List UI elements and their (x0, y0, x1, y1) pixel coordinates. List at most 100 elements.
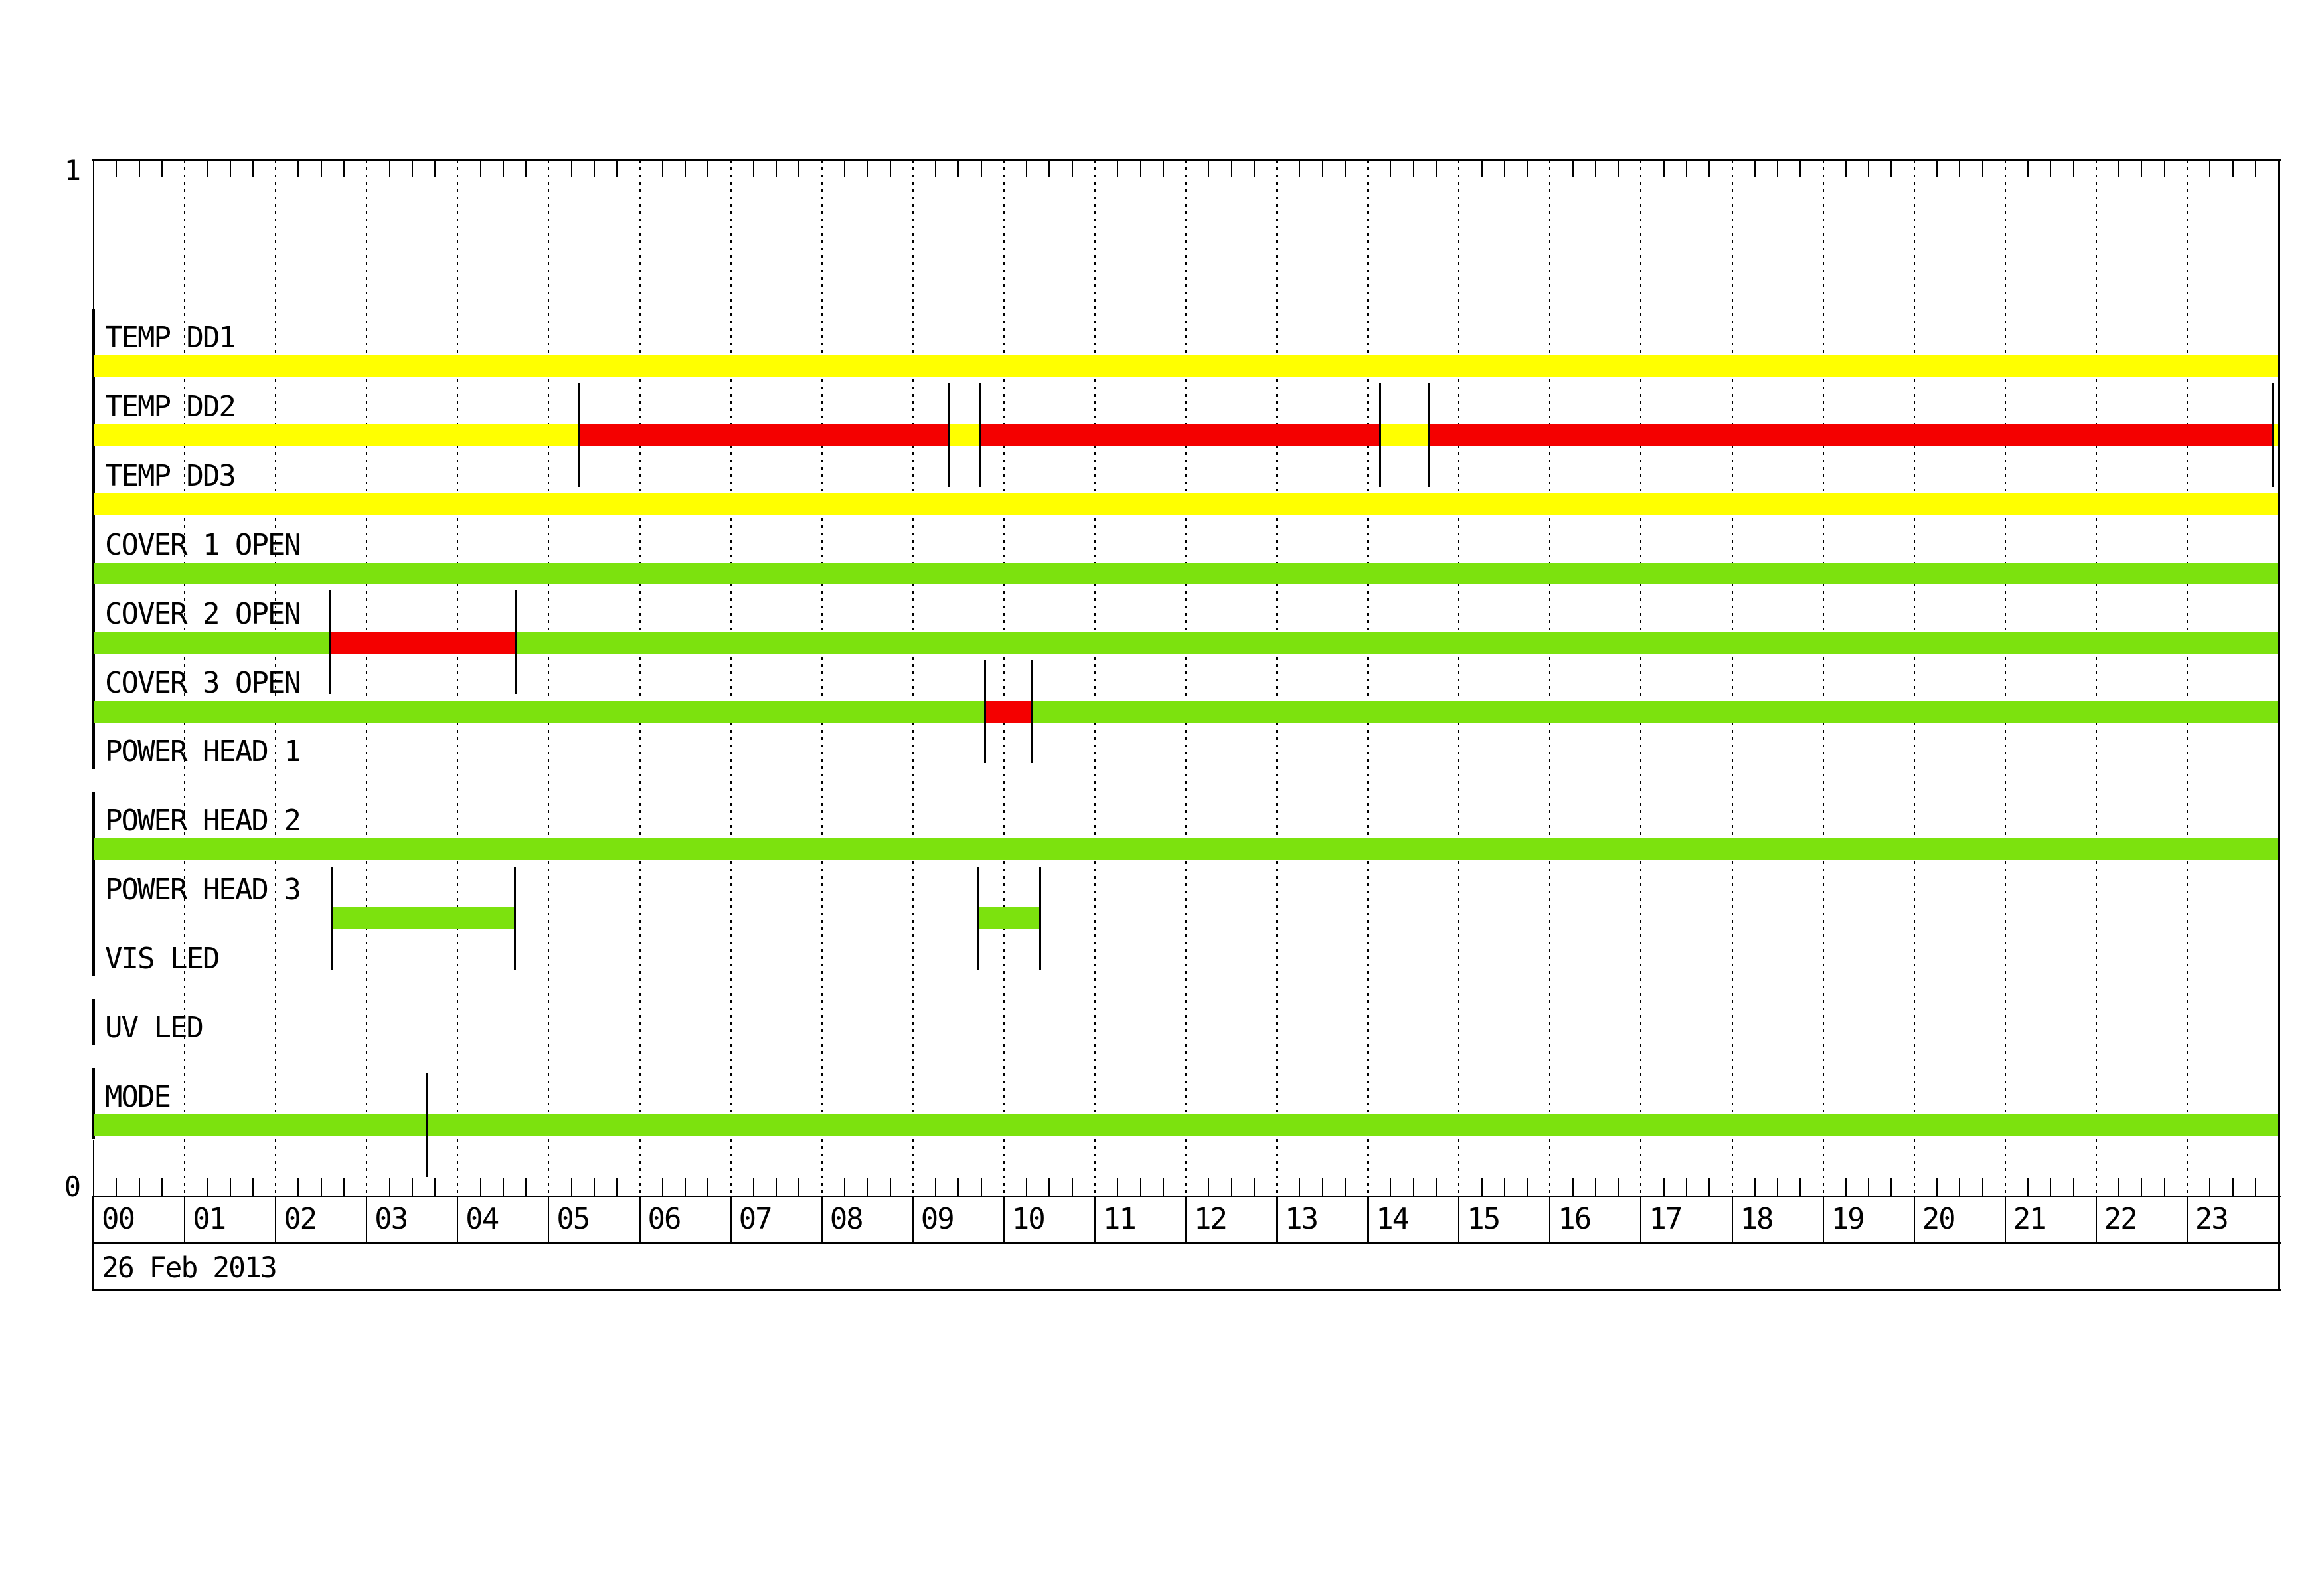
minor-tick-bottom (1048, 1178, 1050, 1196)
minor-tick-top (1071, 160, 1073, 177)
minor-tick-top (252, 160, 254, 177)
hour-gridline (1003, 160, 1005, 1196)
status-bar-segment (1032, 700, 2278, 723)
hour-separator (366, 1196, 368, 1242)
status-bar-segment (579, 424, 950, 446)
minor-tick-top (1230, 160, 1232, 177)
minor-tick-top (798, 160, 800, 177)
minor-tick-top (1481, 160, 1483, 177)
hour-gridline (1640, 160, 1642, 1196)
minor-tick-top (843, 160, 845, 177)
hour-separator (2004, 1196, 2006, 1242)
y-axis-bottom-label: 0 (64, 1170, 81, 1203)
minor-tick-bottom (1026, 1178, 1028, 1196)
top-axis-border (92, 159, 2281, 161)
minor-tick-top (2027, 160, 2029, 177)
minor-tick-top (2141, 160, 2143, 177)
minor-tick-top (616, 160, 618, 177)
minor-tick-bottom (434, 1178, 436, 1196)
status-bar-segment (94, 631, 331, 654)
minor-tick-bottom (2232, 1178, 2234, 1196)
minor-tick-bottom (1162, 1178, 1164, 1196)
hour-label: 13 (1285, 1202, 1319, 1236)
minor-tick-bottom (2209, 1178, 2211, 1196)
minor-tick-bottom (297, 1178, 299, 1196)
minor-tick-top (2072, 160, 2074, 177)
hour-gridline (639, 160, 641, 1196)
minor-tick-top (207, 160, 208, 177)
minor-tick-bottom (1708, 1178, 1710, 1196)
hour-label: 02 (284, 1202, 317, 1236)
minor-tick-top (1139, 160, 1141, 177)
status-bar-segment (1428, 424, 2273, 446)
minor-tick-top (411, 160, 413, 177)
minor-tick-bottom (594, 1178, 595, 1196)
minor-tick-top (1799, 160, 1801, 177)
hour-gridline (1458, 160, 1460, 1196)
row-label: VIS LED (105, 942, 220, 976)
minor-tick-top (1777, 160, 1778, 177)
minor-tick-top (570, 160, 572, 177)
hour-label: 20 (1922, 1202, 1956, 1236)
minor-tick-top (1754, 160, 1756, 177)
hour-label: 16 (1558, 1202, 1592, 1236)
minor-tick-bottom (1663, 1178, 1665, 1196)
minor-tick-top (1936, 160, 1938, 177)
minor-tick-top (116, 160, 118, 177)
minor-tick-bottom (2254, 1178, 2256, 1196)
hour-separator (639, 1196, 641, 1242)
row-label: TEMP DD2 (105, 389, 236, 424)
hour-label: 23 (2195, 1202, 2229, 1236)
hour-separator (184, 1196, 186, 1242)
hour-label: 04 (465, 1202, 499, 1236)
left-axis-lower-segment (93, 1140, 94, 1196)
left-axis-upper-segment (93, 160, 94, 309)
minor-tick-bottom (1618, 1178, 1619, 1196)
minor-tick-bottom (2027, 1178, 2029, 1196)
hour-label: 18 (1740, 1202, 1774, 1236)
row-axis-segment (92, 309, 95, 380)
transition-marker (1039, 866, 1042, 970)
transition-marker (331, 866, 333, 970)
minor-tick-bottom (776, 1178, 778, 1196)
transition-marker (983, 660, 986, 763)
hour-label: 11 (1102, 1202, 1137, 1236)
minor-tick-top (161, 160, 163, 177)
hour-separator (2186, 1196, 2188, 1242)
minor-tick-top (1321, 160, 1323, 177)
hour-separator (1094, 1196, 1096, 1242)
minor-tick-top (1572, 160, 1574, 177)
minor-tick-top (1845, 160, 1847, 177)
minor-tick-bottom (320, 1178, 322, 1196)
status-bar-segment (94, 355, 2278, 377)
hour-gridline (730, 160, 732, 1196)
minor-tick-bottom (1754, 1178, 1756, 1196)
row-axis-segment (92, 792, 95, 863)
hour-separator (1822, 1196, 1824, 1242)
minor-tick-bottom (935, 1178, 936, 1196)
status-bar-segment (94, 700, 985, 723)
row-label: COVER 2 OPEN (105, 596, 301, 631)
minor-tick-bottom (1390, 1178, 1392, 1196)
hour-gridline (184, 160, 186, 1196)
minor-tick-top (1117, 160, 1119, 177)
left-axis-footer-border (92, 1196, 94, 1289)
transition-marker (1031, 660, 1033, 763)
hour-label: 10 (1011, 1202, 1046, 1236)
row-axis-segment (92, 515, 95, 587)
minor-tick-top (138, 160, 140, 177)
minor-tick-bottom (1436, 1178, 1437, 1196)
hour-separator (1367, 1196, 1369, 1242)
minor-tick-bottom (138, 1178, 140, 1196)
minor-tick-bottom (1777, 1178, 1778, 1196)
minor-tick-top (2209, 160, 2211, 177)
minor-tick-bottom (1572, 1178, 1574, 1196)
minor-tick-top (2254, 160, 2256, 177)
hour-label: 12 (1194, 1202, 1228, 1236)
hour-label: 14 (1376, 1202, 1410, 1236)
minor-tick-bottom (1117, 1178, 1119, 1196)
minor-tick-bottom (685, 1178, 686, 1196)
minor-tick-top (661, 160, 663, 177)
minor-tick-top (1708, 160, 1710, 177)
hour-separator (1458, 1196, 1460, 1242)
